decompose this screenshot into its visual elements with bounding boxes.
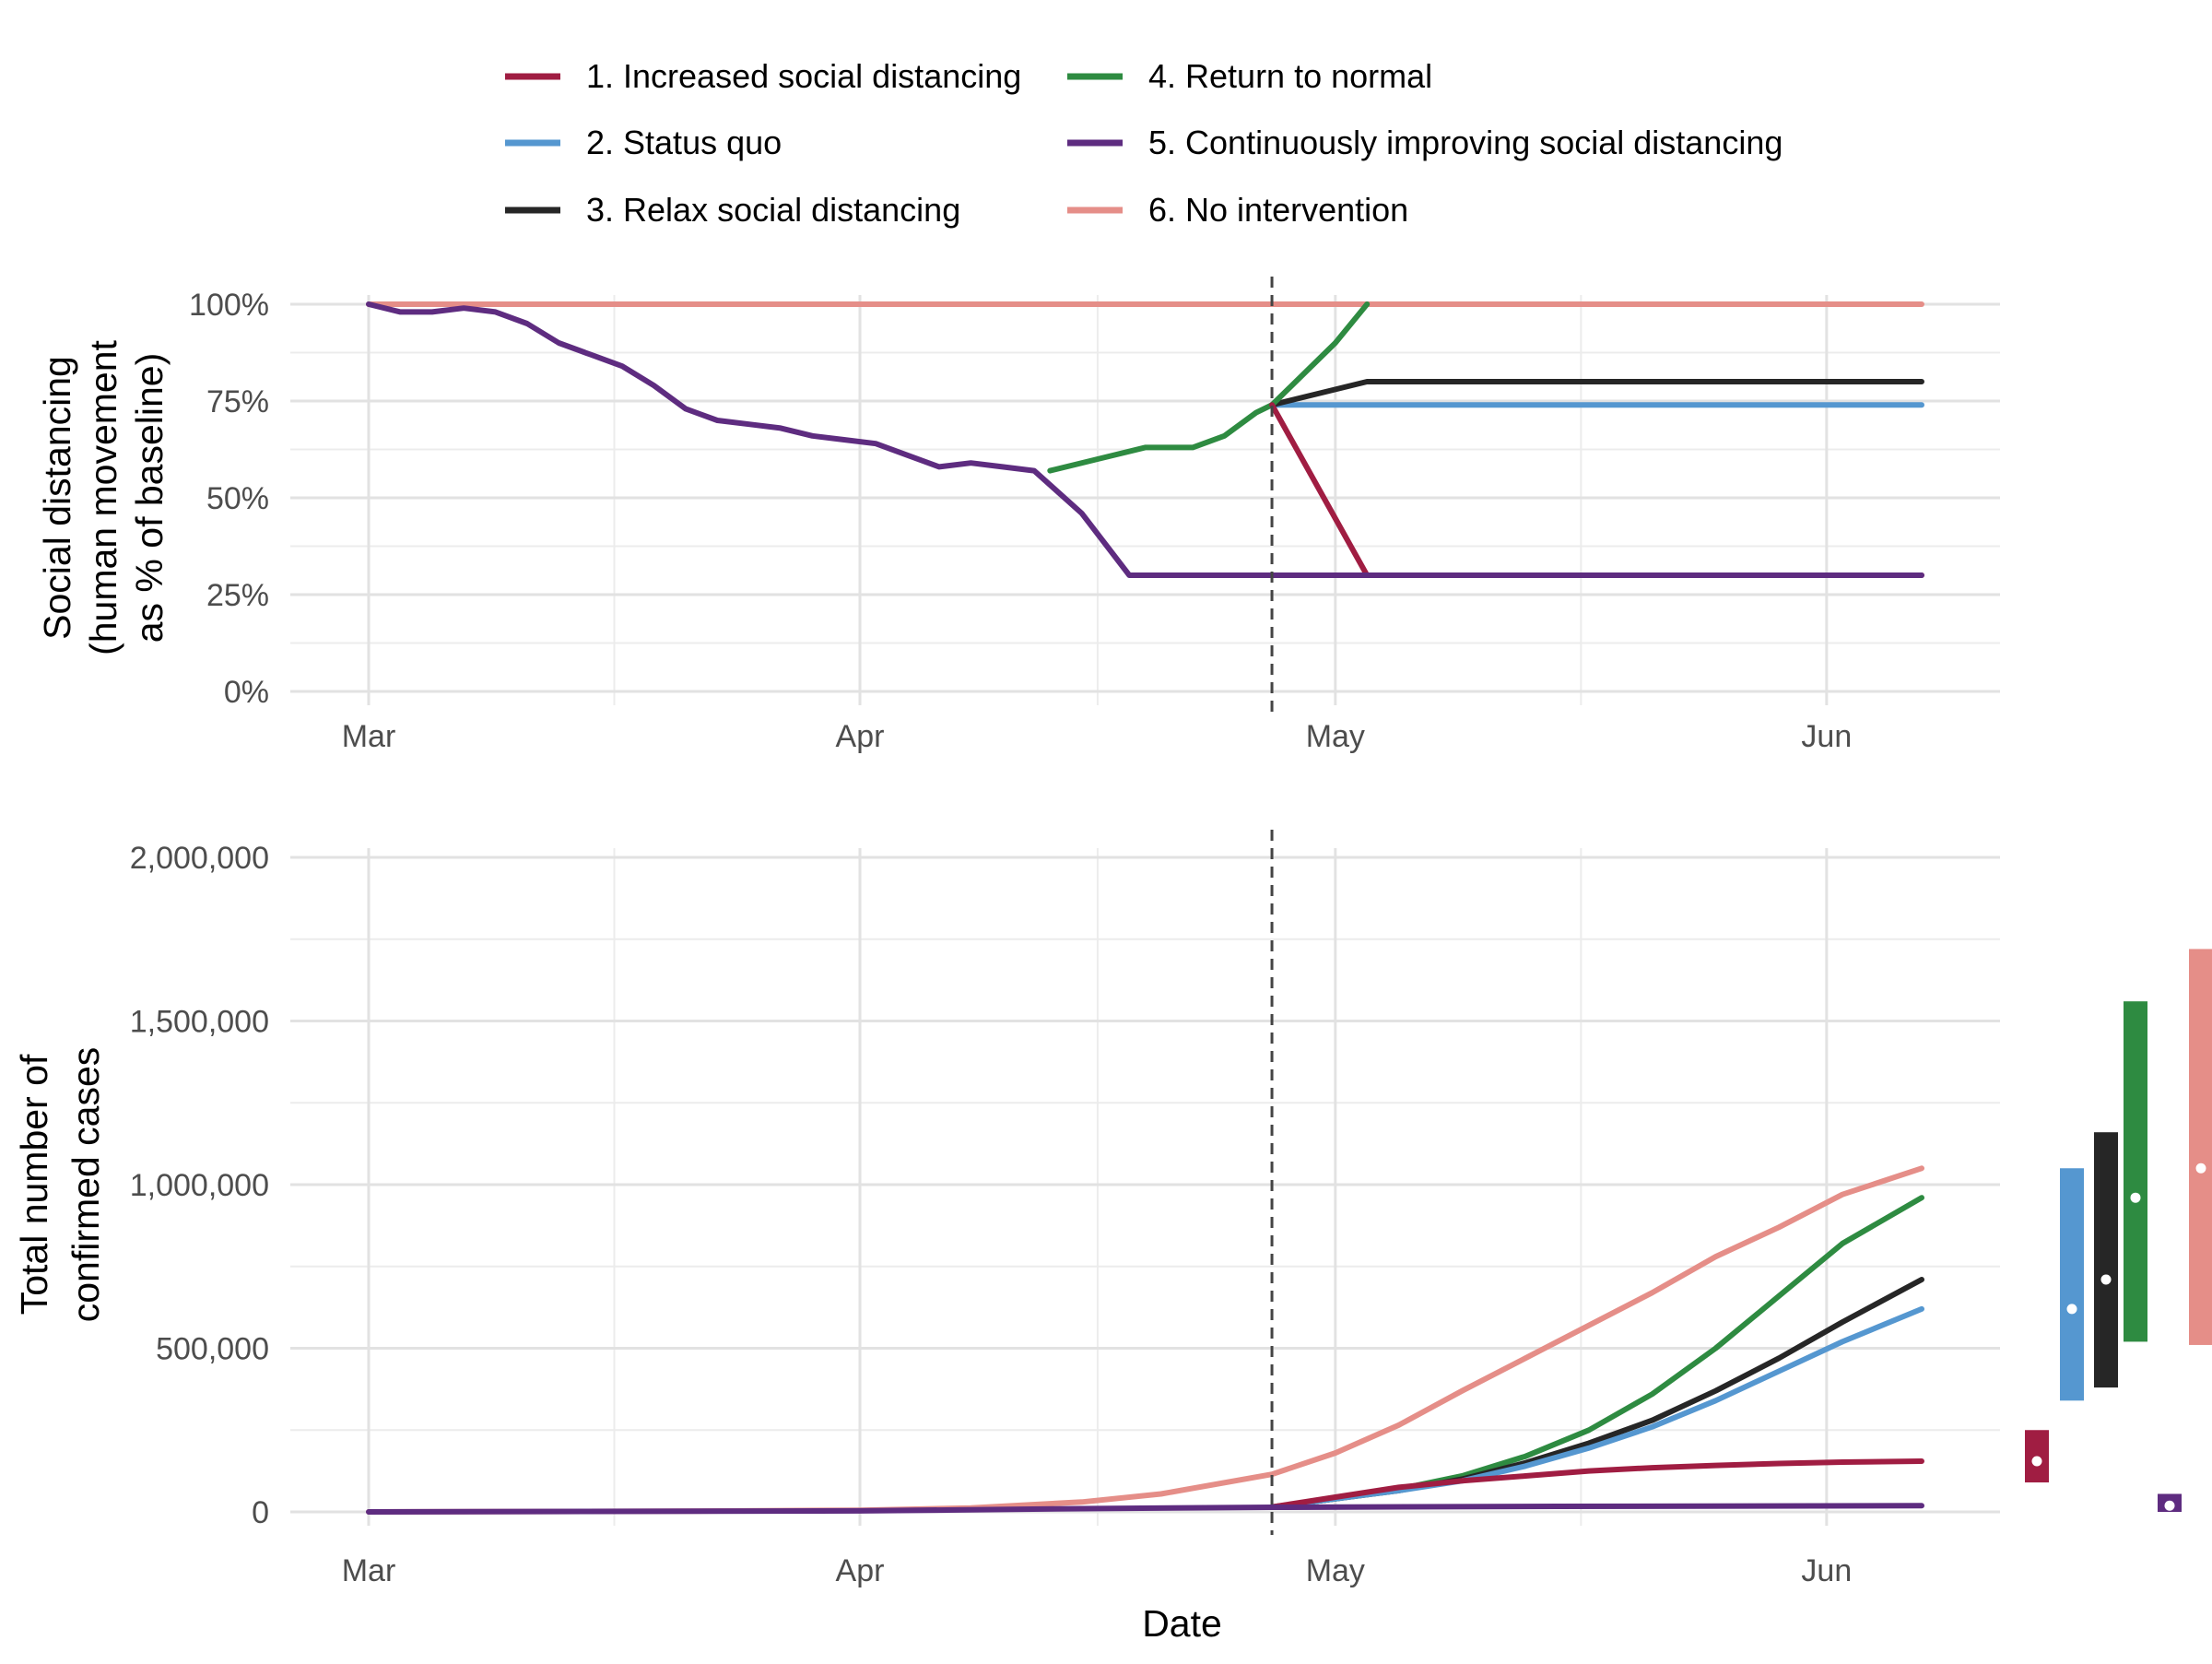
panel0-ylabel-line: (human movement <box>82 339 124 655</box>
interval-median-dot-2 <box>2066 1304 2077 1315</box>
panel1-series-line-6 <box>366 1503 1924 1515</box>
interval-median-dot-3 <box>2100 1274 2112 1285</box>
panel1-xlabel: Date <box>1142 1602 1222 1645</box>
panel1-ylabel-line: Total number of <box>13 1054 55 1315</box>
legend-label-3: 3. Relax social distancing <box>586 191 960 229</box>
panel0-ytick-label: 50% <box>206 481 269 516</box>
panel1-xtick-label: Mar <box>342 1553 396 1588</box>
panel1-ytick-label: 1,500,000 <box>130 1005 269 1040</box>
panel1-series-line-4 <box>1269 1305 1924 1510</box>
legend-label-6: 6. No intervention <box>1148 191 1408 229</box>
panel1-xtick-label: Apr <box>836 1553 885 1588</box>
panel0-ytick-label: 75% <box>206 384 269 419</box>
panel0-ytick-label: 0% <box>224 675 269 710</box>
panel0-ytick-label: 100% <box>189 288 269 323</box>
panel0-ylabel-line: as % of baseline) <box>128 353 171 643</box>
panel0-xtick-label: Jun <box>1801 719 1852 754</box>
panel0-ylabel-line: Social distancing <box>36 356 78 640</box>
panel0-series-line-5 <box>1269 402 1924 578</box>
panel0-series-line-6 <box>366 301 1924 578</box>
panel1-ytick-label: 0 <box>252 1495 269 1530</box>
panel0-ytick-label: 25% <box>206 578 269 613</box>
interval-bar-3 <box>2094 1132 2118 1388</box>
legend-label-5: 5. Continuously improving social distanc… <box>1148 124 1783 161</box>
panel1-series-line-5 <box>1269 1458 1924 1510</box>
interval-median-dot-6 <box>2195 1162 2206 1174</box>
panel0-series-line-3 <box>1269 379 1924 408</box>
interval-bar-2 <box>2060 1168 2084 1401</box>
panel1-ytick-label: 2,000,000 <box>130 841 269 876</box>
panel0-xtick-label: May <box>1306 719 1365 754</box>
panel1-ytick-label: 1,000,000 <box>130 1168 269 1203</box>
interval-bar-6 <box>2189 949 2212 1345</box>
legend-label-4: 4. Return to normal <box>1148 57 1432 95</box>
legend-label-2: 2. Status quo <box>586 124 782 161</box>
panel0-series-line-4 <box>1047 301 1371 474</box>
legend-label-1: 1. Increased social distancing <box>586 57 1021 95</box>
interval-median-dot-5 <box>2164 1500 2175 1511</box>
panel1-ylabel-line: confirmed cases <box>65 1047 107 1323</box>
interval-median-dot-4 <box>2130 1192 2141 1203</box>
panel1-xtick-label: Jun <box>1801 1553 1852 1588</box>
panel0-xtick-label: Mar <box>342 719 396 754</box>
panel1-series-line-1 <box>366 1165 1924 1515</box>
panel1-xtick-label: May <box>1306 1553 1365 1588</box>
interval-median-dot-1 <box>2031 1456 2042 1467</box>
panel1-ytick-label: 500,000 <box>156 1332 269 1367</box>
interval-bar-4 <box>2124 1001 2147 1342</box>
panel0-xtick-label: Apr <box>836 719 885 754</box>
